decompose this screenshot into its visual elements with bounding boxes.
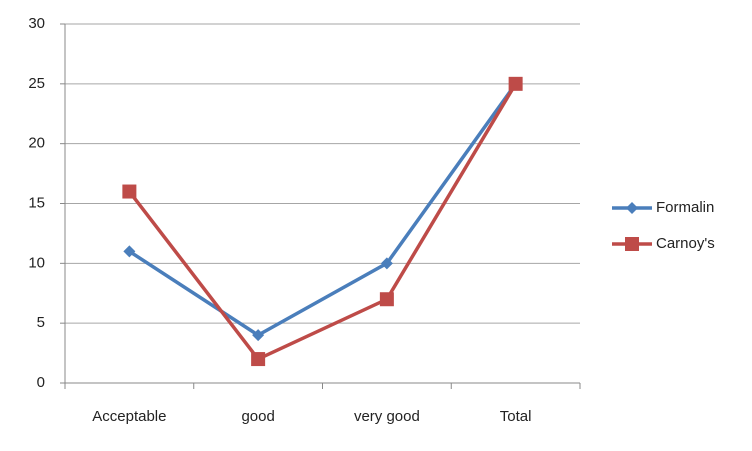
data-point [380,257,393,270]
legend-label: Formalin [656,199,714,216]
y-tick-label: 30 [28,15,45,32]
legend-marker [625,237,639,251]
data-point [122,184,137,199]
y-tick-label: 0 [37,374,45,391]
data-point [379,292,394,307]
y-tick-label: 10 [28,254,45,271]
data-point [123,245,136,258]
x-tick-label: good [241,408,274,425]
data-point [252,329,265,342]
y-tick-label: 25 [28,75,45,92]
x-tick-label: very good [354,408,420,425]
y-tick-label: 5 [37,314,45,331]
x-tick-label: Acceptable [92,408,166,425]
legend-marker [626,202,638,214]
data-point [508,76,523,91]
legend-label: Carnoy's [656,235,715,252]
x-tick-label: Total [500,408,532,425]
data-point [251,352,266,367]
series-line [127,82,518,361]
y-tick-label: 20 [28,135,45,152]
series-line [128,82,518,337]
y-tick-label: 15 [28,194,45,211]
